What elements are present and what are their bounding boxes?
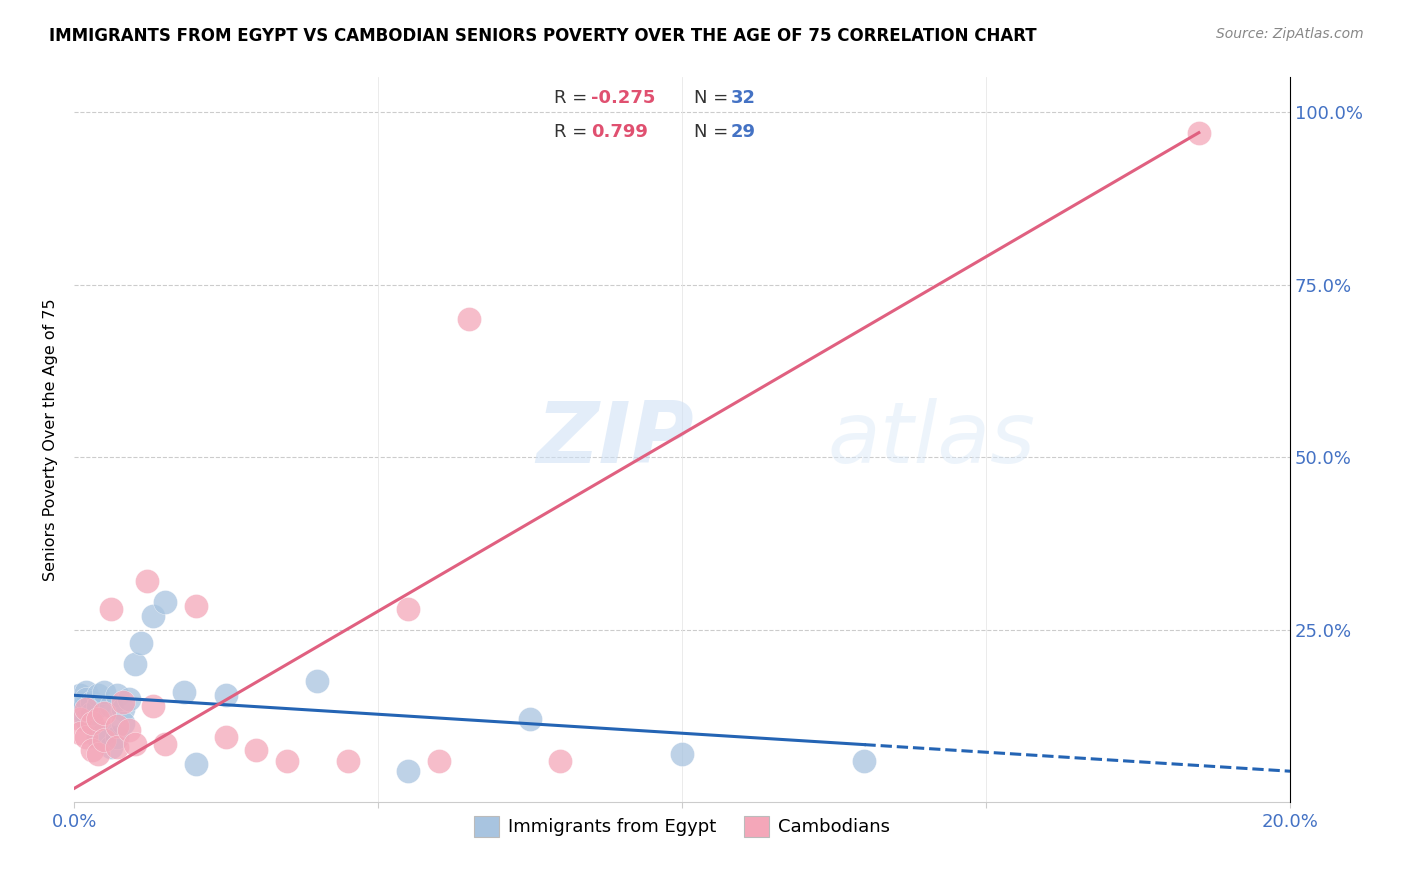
Point <box>215 730 238 744</box>
Point <box>671 747 693 761</box>
Y-axis label: Seniors Poverty Over the Age of 75: Seniors Poverty Over the Age of 75 <box>44 299 58 582</box>
Point <box>82 743 104 757</box>
Point <box>69 726 91 740</box>
Point <box>87 688 110 702</box>
Point <box>142 608 165 623</box>
Point <box>69 713 91 727</box>
Point <box>184 757 207 772</box>
Point <box>87 730 110 744</box>
Point <box>458 312 481 326</box>
Point <box>105 719 128 733</box>
Point <box>82 715 104 730</box>
Point <box>111 695 134 709</box>
Text: 0.799: 0.799 <box>591 123 648 141</box>
Text: Source: ZipAtlas.com: Source: ZipAtlas.com <box>1216 27 1364 41</box>
Text: 29: 29 <box>731 123 755 141</box>
Point <box>336 754 359 768</box>
Point <box>245 743 267 757</box>
Point <box>93 685 115 699</box>
Text: -0.275: -0.275 <box>591 89 655 107</box>
Point <box>184 599 207 613</box>
Point <box>87 698 110 713</box>
Point <box>75 730 97 744</box>
Point <box>124 737 146 751</box>
Point <box>427 754 450 768</box>
Point <box>118 723 141 737</box>
Point <box>87 713 110 727</box>
Text: IMMIGRANTS FROM EGYPT VS CAMBODIAN SENIORS POVERTY OVER THE AGE OF 75 CORRELATIO: IMMIGRANTS FROM EGYPT VS CAMBODIAN SENIO… <box>49 27 1036 45</box>
Point <box>398 602 420 616</box>
Point <box>75 713 97 727</box>
Point <box>82 706 104 720</box>
Point <box>105 688 128 702</box>
Point <box>853 754 876 768</box>
Point <box>142 698 165 713</box>
Point <box>93 726 115 740</box>
Point <box>100 739 122 754</box>
Point <box>307 674 329 689</box>
Point <box>155 737 177 751</box>
Point <box>173 685 195 699</box>
Text: R =: R = <box>554 123 599 141</box>
Point <box>136 574 159 589</box>
Point <box>69 688 91 702</box>
Point <box>100 698 122 713</box>
Point <box>111 702 134 716</box>
Point <box>93 706 115 720</box>
Text: N =: N = <box>695 89 734 107</box>
Point <box>111 715 134 730</box>
Text: atlas: atlas <box>828 399 1036 482</box>
Point <box>75 691 97 706</box>
Point <box>215 688 238 702</box>
Point <box>550 754 572 768</box>
Text: N =: N = <box>695 123 734 141</box>
Point <box>82 695 104 709</box>
Point <box>124 657 146 672</box>
Point <box>519 713 541 727</box>
Point <box>129 636 152 650</box>
Point <box>75 702 97 716</box>
Text: 32: 32 <box>731 89 755 107</box>
Point <box>87 747 110 761</box>
Legend: Immigrants from Egypt, Cambodians: Immigrants from Egypt, Cambodians <box>467 809 897 844</box>
Point <box>93 733 115 747</box>
Point <box>105 739 128 754</box>
Point <box>69 702 91 716</box>
Point <box>100 602 122 616</box>
Text: ZIP: ZIP <box>536 399 693 482</box>
Point <box>398 764 420 779</box>
Point <box>155 595 177 609</box>
Point <box>1188 126 1211 140</box>
Text: R =: R = <box>554 89 593 107</box>
Point <box>276 754 298 768</box>
Point <box>105 730 128 744</box>
Point <box>75 685 97 699</box>
Point <box>118 691 141 706</box>
Point <box>69 695 91 709</box>
